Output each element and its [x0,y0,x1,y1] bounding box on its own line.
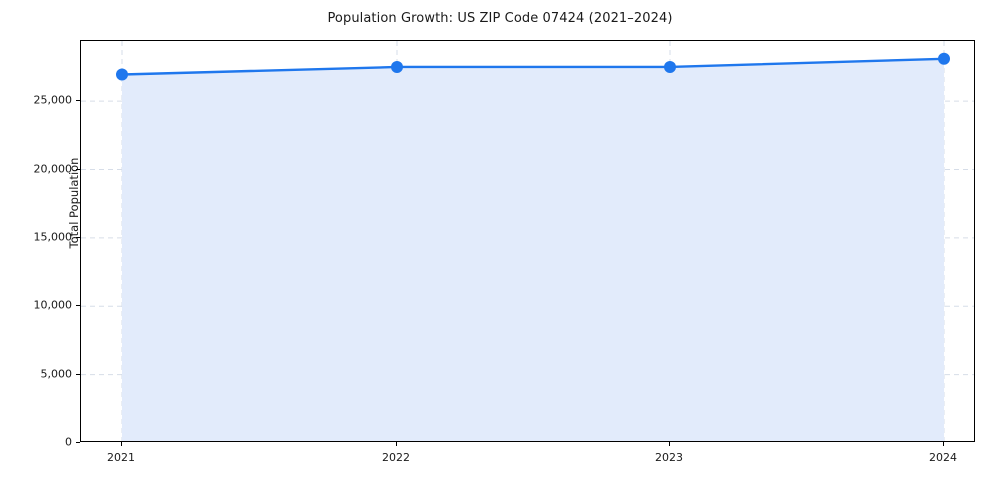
data-line-total-population [120,57,946,76]
x-tick-mark [121,442,123,446]
y-tick-mark [76,373,80,375]
chart-plot-svg [81,41,974,441]
plot-area [80,40,975,442]
data-point-marker [116,68,128,81]
x-tick-label: 2023 [655,451,683,464]
y-tick-label: 15,000 [33,230,73,244]
y-tick-mark [76,100,80,102]
data-point-marker [938,52,950,65]
x-tick-label: 2021 [107,451,135,464]
x-tick-mark [396,442,398,446]
y-axis-label: Total Population [67,157,81,249]
x-tick-mark [943,442,945,446]
y-tick-mark [76,305,80,307]
data-point-marker [391,60,403,73]
data-point-marker [664,60,676,73]
area-fill [122,58,944,441]
y-tick-label: 5,000 [40,367,73,381]
y-tick-mark [76,442,80,444]
y-tick-label: 20,000 [33,162,73,176]
y-tick-label: 0 [65,435,72,449]
chart-title: Population Growth: US ZIP Code 07424 (20… [327,11,673,26]
y-tick-label: 25,000 [33,93,73,107]
y-axis-tick-labels: 0 5,000 10,000 15,000 20,000 25,000 [8,0,73,500]
y-tick-mark [76,168,80,170]
y-tick-mark [76,236,80,239]
y-tick-label: 10,000 [33,298,73,312]
x-tick-label: 2024 [929,451,957,464]
x-tick-mark [669,442,671,446]
x-tick-label: 2022 [382,451,410,464]
